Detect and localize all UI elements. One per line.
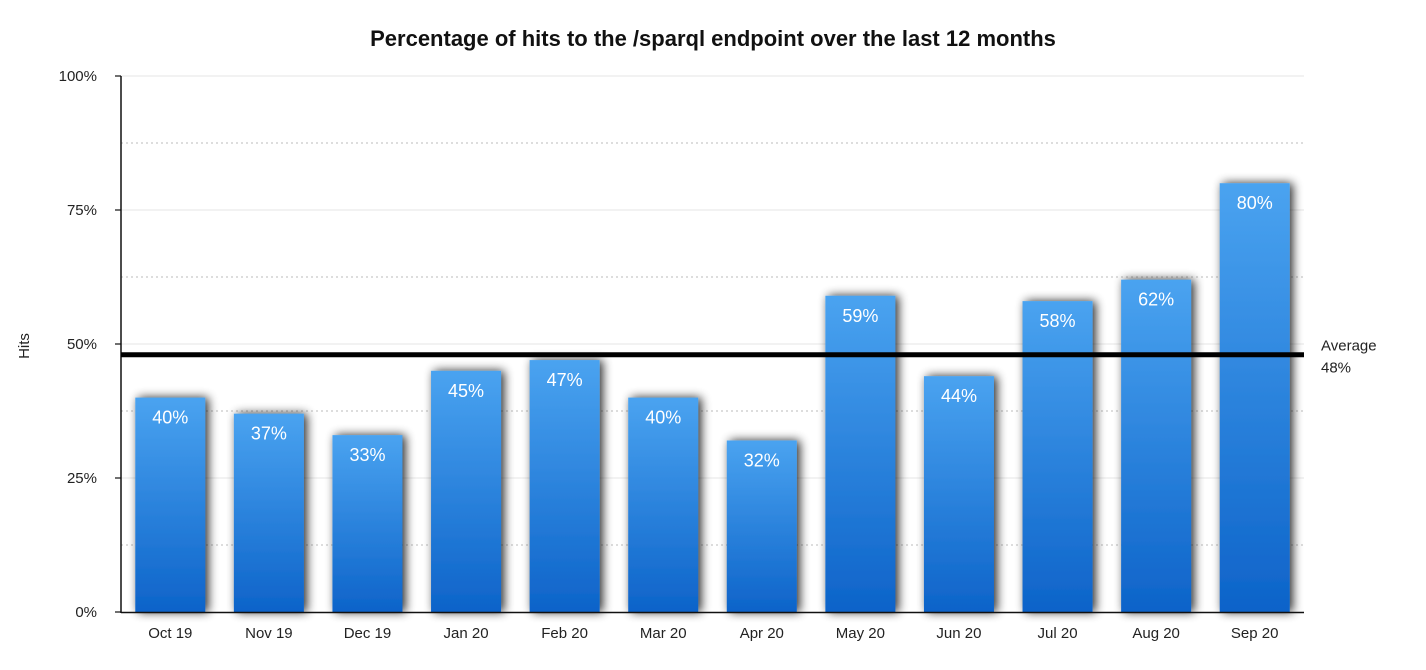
gridlines <box>121 75 1304 546</box>
y-tick-label: 100% <box>59 68 97 85</box>
bar <box>628 397 699 612</box>
x-tick-label: Nov 19 <box>245 625 293 642</box>
average-label: Average <box>1321 338 1377 355</box>
bar <box>1022 301 1093 612</box>
bar <box>1219 183 1290 612</box>
bar-data-label: 62% <box>1138 290 1174 310</box>
bar <box>233 413 304 612</box>
y-tick-label: 0% <box>75 604 97 621</box>
bar <box>529 360 600 612</box>
bar-data-label: 80% <box>1237 193 1273 213</box>
bars: 40% 37% 33% 45% 47% 40% 32% 59% 44% 58% 62% 80% <box>135 183 1290 612</box>
average-value: 48% <box>1321 360 1351 377</box>
bar-data-label: 37% <box>251 424 287 444</box>
x-tick-label: Oct 19 <box>148 625 192 642</box>
bar-data-label: 58% <box>1040 311 1076 331</box>
y-tick-label: 75% <box>67 202 97 219</box>
x-tick-label: May 20 <box>836 625 885 642</box>
x-axis-ticks: Oct 19 Nov 19 Dec 19 Jan 20 Feb 20 Mar 20 Apr … <box>148 625 1278 642</box>
bar-data-label: 32% <box>744 450 780 470</box>
x-tick-label: Sep 20 <box>1231 625 1279 642</box>
bar-data-label: 59% <box>842 306 878 326</box>
bar <box>923 376 994 612</box>
bar-data-label: 45% <box>448 381 484 401</box>
x-tick-label: Aug 20 <box>1132 625 1180 642</box>
y-axis-label: Hits <box>16 333 33 359</box>
x-tick-label: Jul 20 <box>1038 625 1078 642</box>
bar <box>1121 279 1192 612</box>
bar-data-label: 40% <box>645 408 681 428</box>
y-tick-label: 25% <box>67 470 97 487</box>
x-tick-label: Feb 20 <box>541 625 588 642</box>
x-tick-label: Dec 19 <box>344 625 392 642</box>
bar <box>726 440 797 612</box>
chart-title: Percentage of hits to the /sparql endpoi… <box>370 26 1056 51</box>
x-tick-label: Apr 20 <box>740 625 784 642</box>
x-tick-label: Jan 20 <box>444 625 489 642</box>
x-tick-label: Jun 20 <box>936 625 981 642</box>
bar <box>135 397 206 612</box>
x-tick-label: Mar 20 <box>640 625 687 642</box>
bar <box>332 435 403 612</box>
bar <box>825 295 896 612</box>
bar-data-label: 33% <box>349 445 385 465</box>
bar-data-label: 44% <box>941 386 977 406</box>
bar-data-label: 40% <box>152 408 188 428</box>
y-tick-label: 50% <box>67 336 97 353</box>
bar-data-label: 47% <box>547 370 583 390</box>
bar <box>431 370 502 612</box>
y-axis-ticks: 0% 25% 50% 75% 100% <box>59 68 121 621</box>
